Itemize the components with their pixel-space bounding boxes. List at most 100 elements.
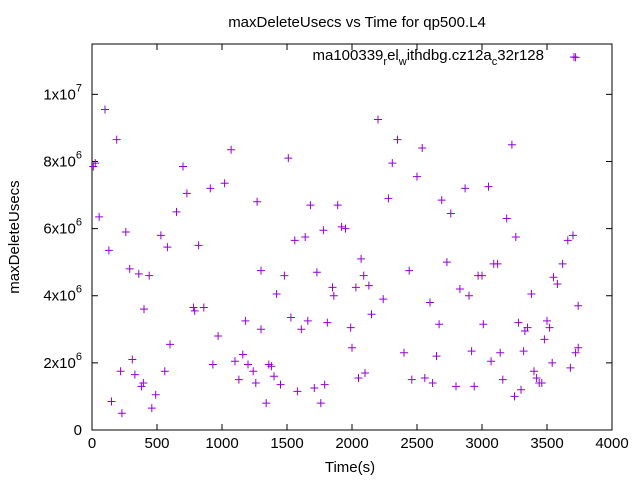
y-tick-label: 1x107 xyxy=(43,82,82,103)
data-point xyxy=(487,357,496,366)
data-point xyxy=(530,367,538,376)
data-point xyxy=(465,291,473,300)
data-point xyxy=(303,316,312,325)
data-point xyxy=(418,144,427,153)
data-point xyxy=(357,254,366,263)
data-point xyxy=(571,53,580,62)
data-point xyxy=(563,236,572,245)
x-tick-label: 1000 xyxy=(205,435,238,452)
data-point xyxy=(428,379,437,388)
chart-title: maxDeleteUsecs vs Time for qp500.L4 xyxy=(228,14,486,31)
data-point xyxy=(117,409,126,418)
data-point xyxy=(467,347,476,356)
data-point xyxy=(270,372,278,381)
data-point xyxy=(190,306,199,315)
data-point xyxy=(337,222,346,231)
data-point xyxy=(312,268,321,277)
data-point xyxy=(519,347,528,356)
data-point xyxy=(328,283,337,292)
data-point xyxy=(101,105,109,114)
data-point xyxy=(280,271,289,280)
data-point xyxy=(571,348,580,357)
data-point xyxy=(470,382,479,391)
data-point xyxy=(160,367,169,376)
data-point xyxy=(107,397,116,406)
data-point xyxy=(553,279,562,288)
data-point xyxy=(104,246,113,255)
legend-label: ma100339relwithdbg.cz12ac32r128 xyxy=(312,47,544,68)
x-tick-label: 1500 xyxy=(270,435,303,452)
data-point xyxy=(558,259,567,268)
data-point xyxy=(507,140,516,149)
data-point xyxy=(354,373,363,382)
data-point xyxy=(543,316,551,325)
data-point xyxy=(301,233,310,241)
data-point xyxy=(244,360,252,369)
data-point xyxy=(537,379,546,388)
data-point xyxy=(125,264,134,273)
data-point xyxy=(95,212,104,221)
data-point xyxy=(523,323,532,332)
data-point xyxy=(502,214,511,223)
data-point xyxy=(208,360,217,369)
data-point xyxy=(220,179,229,188)
data-point xyxy=(130,370,139,379)
data-point xyxy=(194,241,203,250)
data-point xyxy=(479,320,488,329)
data-point xyxy=(374,115,382,124)
data-point xyxy=(297,325,306,334)
data-point xyxy=(310,384,319,393)
data-point xyxy=(405,266,414,275)
data-point xyxy=(284,154,293,163)
data-point xyxy=(251,379,260,388)
data-point xyxy=(128,355,137,364)
data-point xyxy=(189,303,198,312)
data-point xyxy=(134,269,143,278)
data-point xyxy=(527,290,536,299)
data-point xyxy=(323,318,332,327)
data-point xyxy=(549,273,558,282)
data-point xyxy=(496,348,505,357)
data-point xyxy=(257,325,265,334)
data-point xyxy=(384,194,393,203)
data-point xyxy=(364,281,373,290)
data-point xyxy=(234,375,243,384)
x-tick-label: 0 xyxy=(88,435,96,452)
legend: ma100339relwithdbg.cz12ac32r128 xyxy=(312,47,578,68)
data-point xyxy=(478,271,486,280)
x-tick-label: 4000 xyxy=(595,435,628,452)
x-tick-label: 500 xyxy=(144,435,169,452)
data-point xyxy=(517,385,525,394)
x-tick-label: 3000 xyxy=(465,435,498,452)
data-point xyxy=(151,390,160,399)
data-point xyxy=(262,399,271,408)
y-tick-label: 6x106 xyxy=(43,217,82,238)
data-point xyxy=(89,162,98,171)
data-point xyxy=(348,343,356,352)
data-point xyxy=(333,201,342,210)
data-point xyxy=(548,358,557,367)
data-point xyxy=(182,189,191,198)
data-point xyxy=(272,290,281,299)
data-point xyxy=(320,380,329,389)
data-point xyxy=(432,352,441,361)
data-point xyxy=(442,258,451,267)
data-point xyxy=(446,209,455,218)
data-point xyxy=(461,184,470,193)
data-point xyxy=(455,285,464,294)
data-point xyxy=(253,197,262,206)
data-point xyxy=(316,399,325,408)
y-tick-label: 8x106 xyxy=(43,149,82,170)
data-point xyxy=(238,350,247,359)
data-point xyxy=(116,367,125,376)
data-point xyxy=(452,382,460,391)
x-tick-label: 3500 xyxy=(530,435,563,452)
data-point xyxy=(199,303,208,312)
data-point xyxy=(514,318,523,327)
x-axis: 0 500 1000 1500 2000 2500 3000 3500 4000 xyxy=(88,44,629,452)
data-point xyxy=(511,233,520,241)
data-point xyxy=(319,226,328,235)
data-point xyxy=(393,135,402,144)
data-point xyxy=(346,323,355,332)
y-axis-label: maxDeleteUsecs xyxy=(6,180,23,293)
